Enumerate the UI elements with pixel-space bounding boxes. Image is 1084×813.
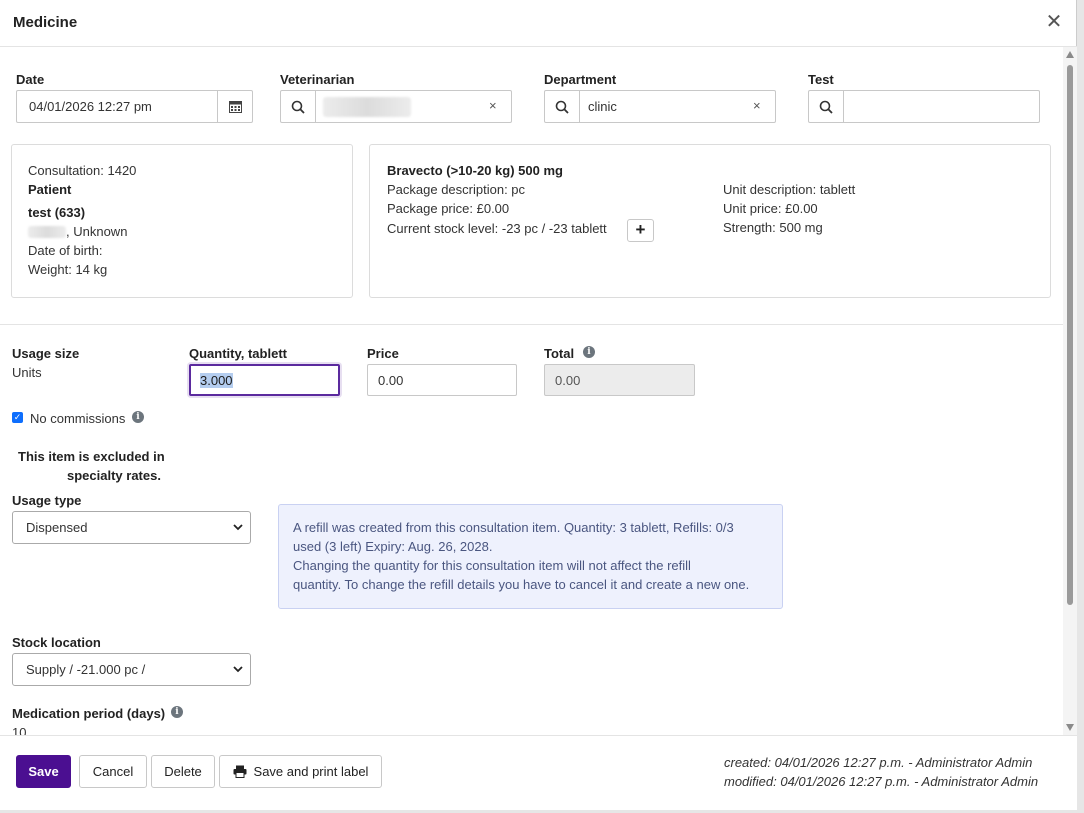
stock-level: Current stock level: -23 pc / -23 tablet…	[387, 221, 607, 236]
created-info: created: 04/01/2026 12:27 p.m. - Adminis…	[724, 755, 1033, 770]
calendar-icon[interactable]	[217, 91, 252, 122]
info-icon: i	[583, 346, 595, 358]
stock-location-value: Supply / -21.000 pc /	[26, 662, 146, 677]
scrollbar[interactable]	[1063, 47, 1077, 735]
stock-location-label: Stock location	[12, 635, 101, 650]
test-label: Test	[808, 72, 834, 87]
modal-header: Medicine ✕	[0, 0, 1077, 47]
unit-price: Unit price: £0.00	[723, 201, 818, 216]
department-value: clinic	[588, 99, 617, 114]
redacted-species	[28, 226, 66, 238]
test-field[interactable]	[808, 90, 1040, 123]
close-icon[interactable]: ✕	[1045, 11, 1063, 33]
no-commissions-label: No commissions	[30, 411, 126, 426]
department-field[interactable]: clinic ×	[544, 90, 776, 123]
total-label: Total	[544, 346, 575, 361]
refill-alert-line3: Changing the quantity for this consultat…	[293, 558, 691, 573]
refill-alert-line4: quantity. To change the refill details y…	[293, 577, 750, 592]
quantity-label: Quantity, tablett	[189, 346, 287, 361]
add-stock-button[interactable]: +	[627, 219, 654, 242]
scroll-down-arrow-icon[interactable]	[1066, 724, 1074, 731]
modal-footer: Save Cancel Delete Save and print label …	[0, 735, 1077, 810]
department-label: Department	[544, 72, 617, 87]
consultation-number: Consultation: 1420	[28, 163, 137, 178]
patient-heading: Patient	[28, 182, 72, 197]
save-button[interactable]: Save	[16, 755, 71, 788]
search-icon	[281, 91, 316, 122]
patient-species: , Unknown	[66, 224, 128, 239]
quantity-input[interactable]: 3.000	[189, 364, 340, 396]
info-icon: i	[171, 706, 183, 718]
package-description: Package description: pc	[387, 182, 526, 197]
department-clear-icon[interactable]: ×	[753, 98, 761, 113]
price-label: Price	[367, 346, 399, 361]
modal-title: Medicine	[13, 14, 78, 31]
no-commissions-checkbox[interactable]: ✓	[12, 412, 23, 423]
patient-name: test (633)	[28, 205, 86, 220]
patient-card	[11, 144, 353, 298]
printer-icon	[233, 765, 247, 778]
excluded-notice-line1: This item is excluded in	[18, 449, 165, 464]
date-field[interactable]: 04/01/2026 12:27 pm	[16, 90, 253, 123]
product-card	[369, 144, 1051, 298]
info-icon: i	[132, 411, 144, 423]
total-input: 0.00	[544, 364, 695, 396]
usage-type-value: Dispensed	[26, 520, 88, 535]
product-name: Bravecto (>10-20 kg) 500 mg	[387, 163, 563, 178]
usage-size-value: Units	[12, 365, 42, 380]
cancel-button[interactable]: Cancel	[79, 755, 147, 788]
patient-weight: Weight: 14 kg	[28, 262, 108, 277]
section-divider	[0, 324, 1063, 325]
usage-type-select[interactable]: Dispensed	[12, 511, 251, 544]
medication-period-value: 10	[12, 725, 27, 735]
redacted-veterinarian-name	[323, 97, 411, 117]
date-value: 04/01/2026 12:27 pm	[29, 99, 152, 114]
veterinarian-label: Veterinarian	[280, 72, 355, 87]
refill-alert-line2: used (3 left) Expiry: Aug. 26, 2028.	[293, 539, 493, 554]
save-and-print-label-button[interactable]: Save and print label	[219, 755, 382, 788]
scroll-up-arrow-icon[interactable]	[1066, 51, 1074, 58]
veterinarian-clear-icon[interactable]: ×	[489, 98, 497, 113]
price-input[interactable]: 0.00	[367, 364, 517, 396]
delete-button[interactable]: Delete	[151, 755, 215, 788]
strength: Strength: 500 mg	[723, 220, 823, 235]
save-and-print-label-text: Save and print label	[253, 764, 369, 779]
unit-description: Unit description: tablett	[723, 182, 856, 197]
stock-location-select[interactable]: Supply / -21.000 pc /	[12, 653, 251, 686]
package-price: Package price: £0.00	[387, 201, 510, 216]
date-label: Date	[16, 72, 45, 87]
veterinarian-field[interactable]: ×	[280, 90, 512, 123]
modified-info: modified: 04/01/2026 12:27 p.m. - Admini…	[724, 774, 1039, 789]
usage-type-label: Usage type	[12, 493, 82, 508]
excluded-notice-line2: specialty rates.	[67, 468, 161, 483]
scrollbar-thumb[interactable]	[1067, 65, 1073, 605]
refill-alert: A refill was created from this consultat…	[278, 504, 783, 609]
chevron-down-icon	[233, 666, 243, 673]
medication-period-label: Medication period (days)	[12, 706, 166, 721]
patient-dob: Date of birth:	[28, 243, 103, 258]
quantity-value: 3.000	[200, 373, 233, 388]
usage-size-label: Usage size	[12, 346, 80, 361]
chevron-down-icon	[233, 524, 243, 531]
refill-alert-line1: A refill was created from this consultat…	[293, 520, 734, 535]
search-icon	[545, 91, 580, 122]
search-icon	[809, 91, 844, 122]
